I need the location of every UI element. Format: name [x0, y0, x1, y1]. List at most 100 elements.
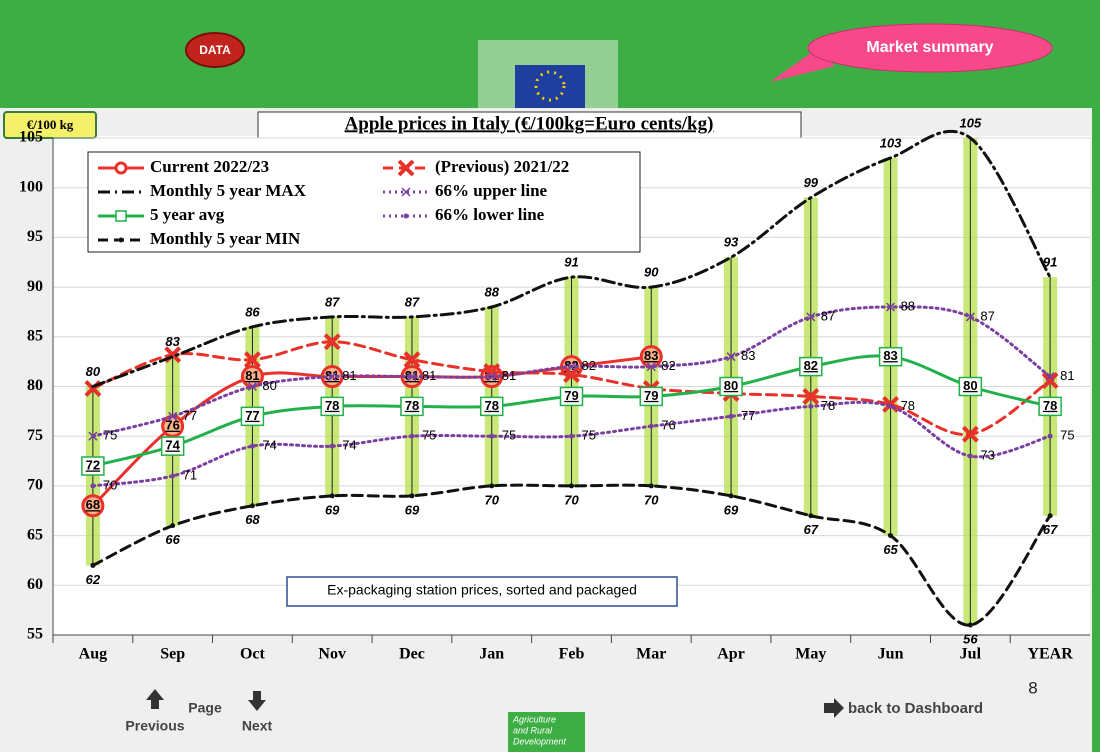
marker [958, 376, 983, 397]
marker [888, 533, 894, 539]
data-label: 79 [644, 388, 658, 403]
data-label: 69 [325, 502, 340, 517]
x-tick-label: Jan [479, 646, 504, 663]
marker [808, 403, 814, 409]
data-label: 74 [262, 438, 276, 453]
data-label: 78 [484, 398, 498, 413]
marker [808, 513, 814, 519]
data-label: 75 [422, 428, 436, 443]
data-label: 74 [165, 438, 180, 453]
marker [965, 312, 975, 322]
data-label: 90 [644, 265, 659, 280]
x-tick-label: Dec [399, 646, 425, 663]
marker [639, 386, 664, 407]
data-button[interactable]: DATA [185, 32, 245, 68]
x-tick-label: Jul [960, 646, 982, 663]
data-label: 56 [963, 631, 978, 646]
marker [559, 386, 584, 407]
legend: Current 2022/23 (Previous) 2021/22 Monthly… [98, 157, 569, 248]
marker [886, 302, 896, 312]
data-label: 105 [959, 115, 981, 130]
x-tick-label: Mar [636, 646, 666, 663]
marker [118, 237, 124, 243]
series: 80 83 86 87 87 88 91 90 93 99 103 105 91 [86, 115, 1057, 388]
marker [648, 423, 654, 429]
data-label: 91 [1043, 255, 1057, 270]
marker [726, 352, 736, 362]
marker [81, 456, 105, 476]
legend-label: Monthly 5 year MIN [150, 229, 301, 248]
data-label: 75 [502, 428, 516, 443]
market-button-label[interactable]: Market summary [866, 39, 993, 56]
market-button[interactable]: Market summary [770, 23, 1053, 82]
marker [566, 362, 577, 372]
y-tick-label: 55 [27, 626, 43, 643]
data-label: 65 [883, 542, 898, 557]
data-label: 87 [325, 294, 340, 309]
series: 62 66 68 69 69 70 70 70 69 67 65 56 67 [86, 483, 1058, 646]
data-label: 66 [165, 532, 180, 547]
x-tick-label: Oct [240, 646, 266, 663]
marker [401, 187, 411, 197]
data-label: 75 [1060, 428, 1074, 443]
x-tick-label: Aug [79, 646, 107, 663]
y-tick-label: 95 [27, 228, 43, 245]
data-label: 75 [103, 428, 117, 443]
dg-logo [508, 712, 585, 752]
legend-label: Monthly 5 year MAX [150, 181, 307, 200]
marker [479, 396, 504, 417]
marker [249, 503, 255, 509]
data-label: 77 [741, 408, 755, 423]
data-label: 103 [880, 135, 902, 150]
dashboard-label[interactable]: back to Dashboard [848, 700, 983, 717]
y-tick-label: 85 [27, 327, 43, 344]
x-tick-label: Jun [878, 646, 904, 663]
marker [403, 213, 409, 219]
marker [799, 356, 823, 377]
dashboard-button[interactable]: back to Dashboard [824, 698, 983, 718]
marker [323, 333, 341, 351]
data-label: 77 [183, 408, 197, 423]
marker [400, 396, 424, 417]
next-label[interactable]: Next [242, 718, 273, 734]
marker [569, 433, 574, 439]
next-button[interactable]: Next [242, 691, 273, 734]
marker [728, 413, 734, 419]
marker [489, 483, 495, 489]
legend-label: 5 year avg [150, 205, 225, 224]
marker [81, 494, 105, 518]
data-label: 86 [245, 304, 260, 319]
data-label: 72 [86, 457, 100, 472]
data-label: 88 [484, 284, 499, 299]
data-button-label[interactable]: DATA [199, 43, 231, 57]
x-tick-label: Feb [559, 646, 585, 663]
previous-button[interactable]: Previous [125, 689, 185, 734]
x-tick-label: Apr [717, 646, 745, 663]
page-label: Page [188, 700, 222, 716]
data-label: 81 [245, 368, 259, 383]
marker [88, 431, 98, 441]
marker [403, 351, 421, 369]
data-label: 62 [86, 572, 101, 587]
marker [407, 372, 417, 382]
marker [967, 453, 973, 459]
data-label: 75 [582, 428, 596, 443]
legend-label: Current 2022/23 [150, 157, 269, 176]
marker [967, 622, 973, 628]
data-label: 87 [821, 308, 835, 323]
data-label: 67 [804, 522, 819, 537]
data-label: 71 [183, 467, 197, 482]
data-label: 78 [821, 398, 835, 413]
data-label: 81 [342, 368, 356, 383]
data-label: 76 [165, 418, 179, 433]
data-label: 83 [883, 348, 897, 363]
previous-label[interactable]: Previous [125, 718, 184, 734]
legend-label: 66% upper line [435, 181, 548, 200]
data-label: 80 [86, 364, 101, 379]
data-label: 78 [325, 398, 339, 413]
note: Ex-packaging station prices, sorted and … [327, 582, 637, 598]
data-label: 80 [724, 378, 738, 393]
